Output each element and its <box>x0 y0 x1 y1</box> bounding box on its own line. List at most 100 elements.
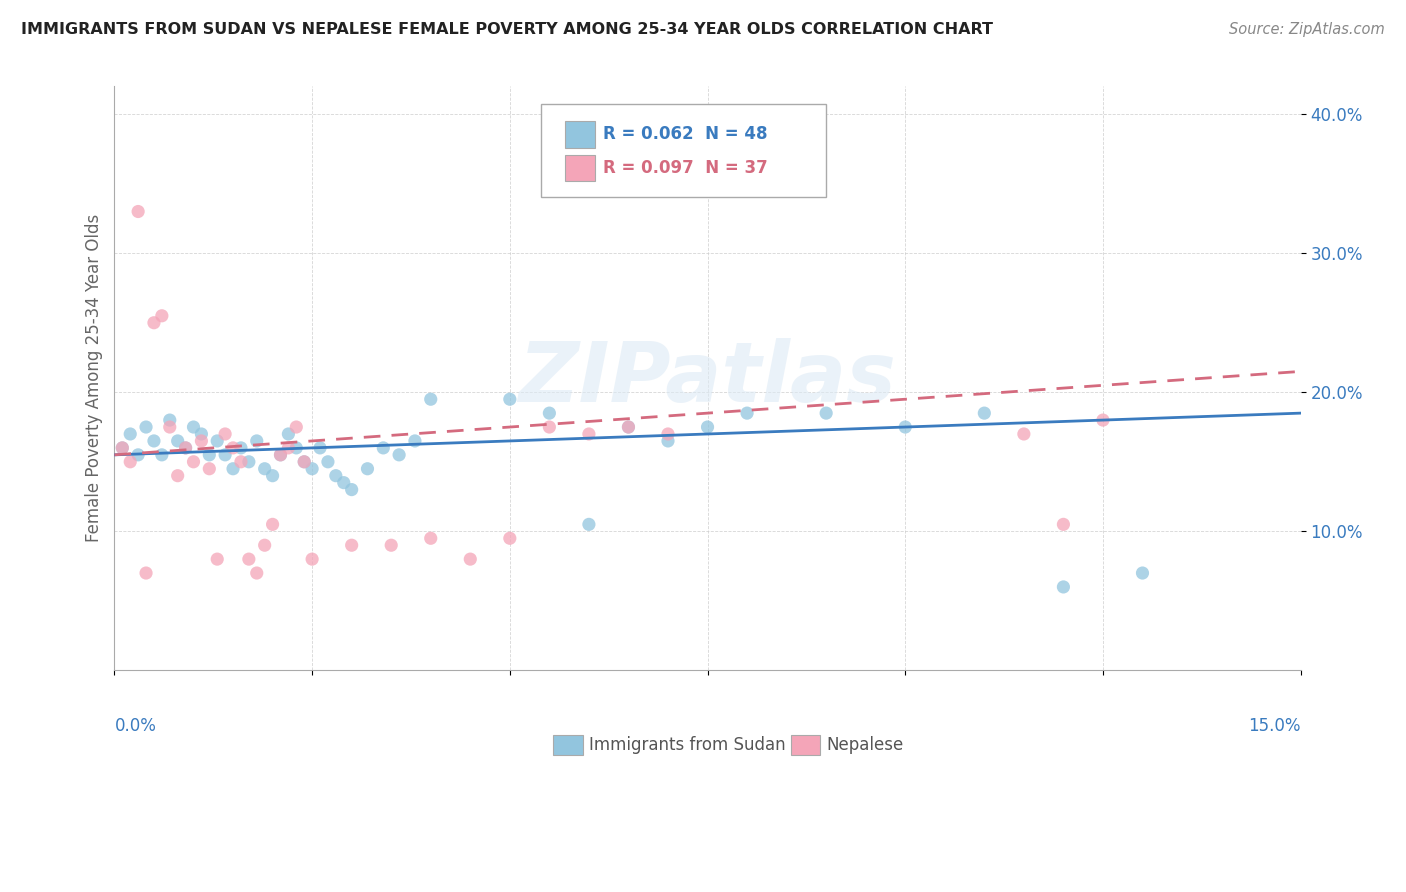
Point <box>657 427 679 442</box>
Point <box>340 538 363 552</box>
Text: 0.0%: 0.0% <box>114 717 156 735</box>
Point <box>159 413 181 427</box>
Point <box>205 434 228 448</box>
Point <box>159 420 181 434</box>
Point <box>222 441 245 455</box>
Point <box>135 420 157 434</box>
Point <box>325 468 347 483</box>
Point <box>262 468 284 483</box>
Point <box>120 427 142 442</box>
Point <box>894 420 917 434</box>
Point <box>246 566 269 580</box>
Point <box>285 441 308 455</box>
Point <box>253 538 276 552</box>
Point <box>285 420 308 434</box>
Point <box>538 420 561 434</box>
Point <box>142 434 165 448</box>
Point <box>238 552 260 566</box>
FancyBboxPatch shape <box>554 735 583 755</box>
Text: Nepalese: Nepalese <box>827 736 904 754</box>
Point <box>127 448 149 462</box>
Point <box>356 462 378 476</box>
Text: Source: ZipAtlas.com: Source: ZipAtlas.com <box>1229 22 1385 37</box>
FancyBboxPatch shape <box>541 103 827 197</box>
Point <box>253 462 276 476</box>
Point <box>277 427 299 442</box>
Point <box>111 441 134 455</box>
Point <box>578 517 600 532</box>
Point <box>657 434 679 448</box>
FancyBboxPatch shape <box>565 121 595 148</box>
Point <box>419 392 441 407</box>
Point <box>269 448 291 462</box>
Point <box>166 434 188 448</box>
Point <box>120 455 142 469</box>
Point <box>214 427 236 442</box>
Point <box>262 517 284 532</box>
Point <box>404 434 426 448</box>
Text: R = 0.062  N = 48: R = 0.062 N = 48 <box>603 125 768 144</box>
Text: 15.0%: 15.0% <box>1249 717 1301 735</box>
Text: Immigrants from Sudan: Immigrants from Sudan <box>589 736 786 754</box>
Point <box>150 309 173 323</box>
Point <box>198 462 221 476</box>
Point <box>301 462 323 476</box>
Point <box>332 475 354 490</box>
Point <box>198 448 221 462</box>
Point <box>166 468 188 483</box>
Point <box>538 406 561 420</box>
Point <box>269 448 291 462</box>
Point <box>174 441 197 455</box>
Point <box>246 434 269 448</box>
Point <box>111 441 134 455</box>
Point <box>1012 427 1035 442</box>
FancyBboxPatch shape <box>565 154 595 181</box>
Point <box>135 566 157 580</box>
Point <box>1052 517 1074 532</box>
Point <box>775 107 797 121</box>
Point <box>174 441 197 455</box>
Point <box>238 455 260 469</box>
Point <box>1091 413 1114 427</box>
Point <box>1052 580 1074 594</box>
Point <box>142 316 165 330</box>
Point <box>388 448 411 462</box>
Point <box>277 441 299 455</box>
Point <box>205 552 228 566</box>
Point <box>301 552 323 566</box>
Point <box>190 434 212 448</box>
Point <box>183 420 205 434</box>
Point <box>458 552 481 566</box>
Point <box>316 455 339 469</box>
Y-axis label: Female Poverty Among 25-34 Year Olds: Female Poverty Among 25-34 Year Olds <box>86 214 103 542</box>
Point <box>973 406 995 420</box>
Point <box>340 483 363 497</box>
Point <box>735 406 758 420</box>
Point <box>1132 566 1154 580</box>
Text: ZIPatlas: ZIPatlas <box>519 338 897 419</box>
Point <box>309 441 332 455</box>
Point <box>380 538 402 552</box>
Point <box>214 448 236 462</box>
Point <box>183 455 205 469</box>
Point <box>578 427 600 442</box>
Point <box>292 455 315 469</box>
Point <box>499 531 522 545</box>
Point <box>229 455 252 469</box>
Point <box>292 455 315 469</box>
Text: R = 0.097  N = 37: R = 0.097 N = 37 <box>603 159 768 177</box>
Point <box>373 441 395 455</box>
Point <box>222 462 245 476</box>
Point <box>499 392 522 407</box>
Point <box>229 441 252 455</box>
FancyBboxPatch shape <box>790 735 820 755</box>
Point <box>617 420 640 434</box>
Text: IMMIGRANTS FROM SUDAN VS NEPALESE FEMALE POVERTY AMONG 25-34 YEAR OLDS CORRELATI: IMMIGRANTS FROM SUDAN VS NEPALESE FEMALE… <box>21 22 993 37</box>
Point <box>617 420 640 434</box>
Point <box>190 427 212 442</box>
Point <box>815 406 838 420</box>
Point <box>419 531 441 545</box>
Point <box>150 448 173 462</box>
Point <box>696 420 718 434</box>
Point <box>127 204 149 219</box>
